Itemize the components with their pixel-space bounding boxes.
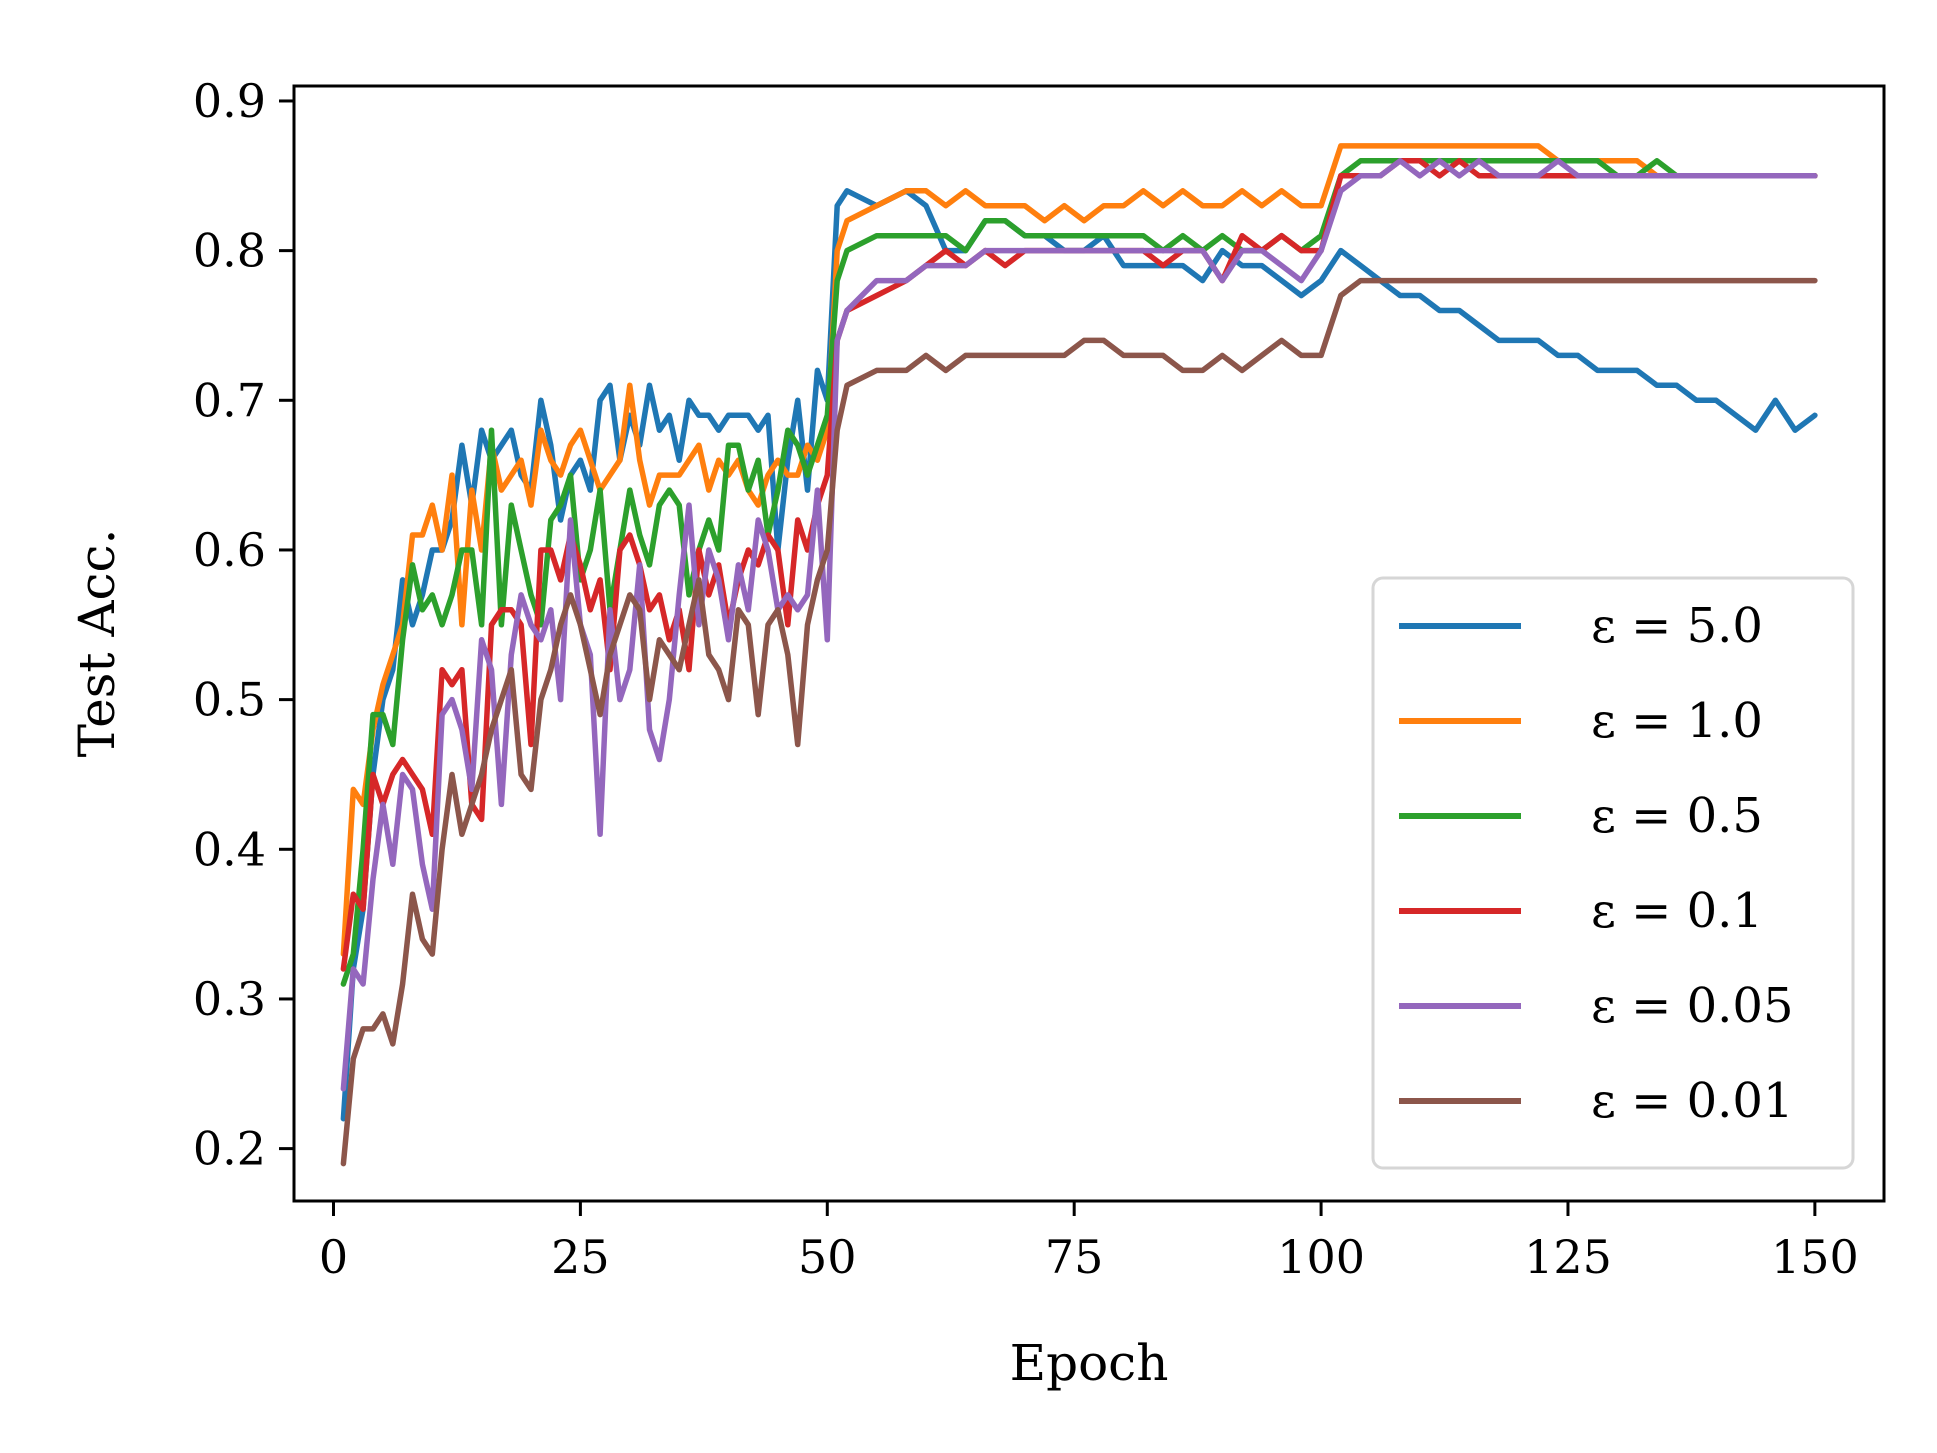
legend-label: ε = 0.01 <box>1591 1073 1793 1129</box>
x-tick-label: 75 <box>1045 1230 1104 1284</box>
series-lines <box>340 143 1818 1167</box>
x-tick-label: 0 <box>319 1230 348 1284</box>
y-tick-label: 0.3 <box>193 972 266 1026</box>
series-line-2 <box>340 158 1818 987</box>
x-tick-label: 50 <box>798 1230 857 1284</box>
y-tick-label: 0.6 <box>193 523 266 577</box>
y-tick-label: 0.4 <box>193 822 266 876</box>
y-tick-label: 0.5 <box>193 673 266 727</box>
series-line-5 <box>340 277 1818 1167</box>
x-tick-label: 150 <box>1771 1230 1859 1284</box>
plot-frame <box>292 84 1886 1203</box>
y-tick-label: 0.8 <box>193 224 266 278</box>
legend-label: ε = 0.5 <box>1591 788 1763 844</box>
legend-label: ε = 5.0 <box>1591 598 1763 654</box>
legend-label: ε = 0.05 <box>1591 978 1793 1034</box>
x-tick-label: 125 <box>1524 1230 1612 1284</box>
y-tick-label: 0.9 <box>193 74 266 128</box>
y-axis-title: Test Acc. <box>68 529 126 758</box>
legend-label: ε = 0.1 <box>1591 883 1763 939</box>
legend-box <box>1371 576 1855 1170</box>
legend: ε = 5.0 ε = 1.0 ε = 0.5 ε = 0.1 ε = 0.05 ε = … <box>1371 576 1855 1170</box>
x-axis-ticks: 0 25 50 75 100 125 150 <box>319 1201 1859 1284</box>
legend-label: ε = 1.0 <box>1591 693 1763 749</box>
y-axis-ticks: 0.2 0.3 0.4 0.5 0.6 0.7 0.8 0.9 <box>193 74 294 1176</box>
y-tick-label: 0.2 <box>193 1122 266 1176</box>
x-tick-label: 100 <box>1277 1230 1365 1284</box>
y-tick-label: 0.7 <box>193 373 266 427</box>
x-tick-label: 25 <box>551 1230 610 1284</box>
x-axis-title: Epoch <box>1010 1334 1169 1392</box>
